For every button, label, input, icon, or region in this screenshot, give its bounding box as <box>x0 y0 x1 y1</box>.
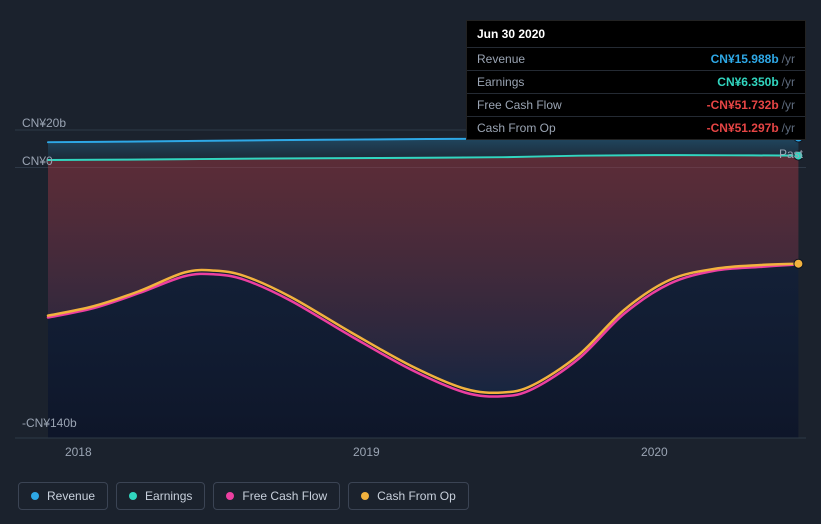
tooltip-row-label: Earnings <box>477 75 717 89</box>
legend-item-revenue[interactable]: Revenue <box>18 482 108 510</box>
x-axis: 2018 2019 2020 <box>0 445 821 465</box>
tooltip-row-value: -CN¥51.732b <box>707 98 779 112</box>
tooltip-row-label: Cash From Op <box>477 121 707 135</box>
legend-item-label: Cash From Op <box>377 489 456 503</box>
tooltip-row-label: Free Cash Flow <box>477 98 707 112</box>
legend-item-label: Free Cash Flow <box>242 489 327 503</box>
legend-item-cfo[interactable]: Cash From Op <box>348 482 469 510</box>
tooltip-title: Jun 30 2020 <box>467 21 805 47</box>
tooltip-row: Free Cash Flow-CN¥51.732b/yr <box>467 93 805 116</box>
legend-item-label: Earnings <box>145 489 192 503</box>
tooltip-row: EarningsCN¥6.350b/yr <box>467 70 805 93</box>
tooltip-row: RevenueCN¥15.988b/yr <box>467 47 805 70</box>
legend-item-label: Revenue <box>47 489 95 503</box>
x-axis-tick: 2018 <box>65 445 92 459</box>
tooltip-row-unit: /yr <box>782 121 795 135</box>
chart-legend: Revenue Earnings Free Cash Flow Cash From O… <box>18 482 469 510</box>
tooltip-row: Cash From Op-CN¥51.297b/yr <box>467 116 805 139</box>
legend-dot-icon <box>226 492 234 500</box>
chart-container: Jun 30 2020 RevenueCN¥15.988b/yrEarnings… <box>0 0 821 524</box>
x-axis-tick: 2019 <box>353 445 380 459</box>
past-label: Past <box>779 147 803 161</box>
legend-item-fcf[interactable]: Free Cash Flow <box>213 482 340 510</box>
tooltip-row-value: CN¥15.988b <box>711 52 779 66</box>
x-axis-tick: 2020 <box>641 445 668 459</box>
legend-dot-icon <box>31 492 39 500</box>
tooltip-row-value: CN¥6.350b <box>717 75 778 89</box>
chart-tooltip: Jun 30 2020 RevenueCN¥15.988b/yrEarnings… <box>466 20 806 140</box>
y-axis-label: CN¥0 <box>22 154 53 168</box>
y-axis-label: CN¥20b <box>22 116 66 130</box>
chart-plot-area: CN¥20b CN¥0 -CN¥140b Past <box>0 120 821 440</box>
tooltip-row-unit: /yr <box>782 98 795 112</box>
legend-dot-icon <box>361 492 369 500</box>
legend-dot-icon <box>129 492 137 500</box>
tooltip-row-label: Revenue <box>477 52 711 66</box>
tooltip-row-unit: /yr <box>782 52 795 66</box>
tooltip-row-value: -CN¥51.297b <box>707 121 779 135</box>
chart-svg <box>0 120 821 440</box>
y-axis-label: -CN¥140b <box>22 416 77 430</box>
tooltip-row-unit: /yr <box>782 75 795 89</box>
legend-item-earnings[interactable]: Earnings <box>116 482 205 510</box>
